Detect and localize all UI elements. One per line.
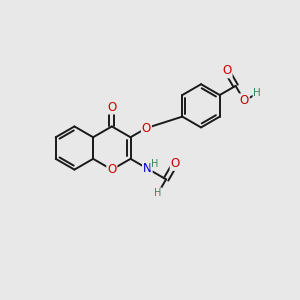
Text: O: O bbox=[222, 64, 232, 77]
Text: O: O bbox=[171, 157, 180, 170]
Text: O: O bbox=[107, 100, 116, 113]
Text: N: N bbox=[143, 162, 152, 175]
Text: H: H bbox=[254, 88, 261, 98]
Text: O: O bbox=[107, 163, 116, 176]
Text: H: H bbox=[154, 188, 162, 198]
Text: H: H bbox=[151, 159, 159, 169]
Text: O: O bbox=[240, 94, 249, 107]
Text: O: O bbox=[142, 122, 151, 135]
